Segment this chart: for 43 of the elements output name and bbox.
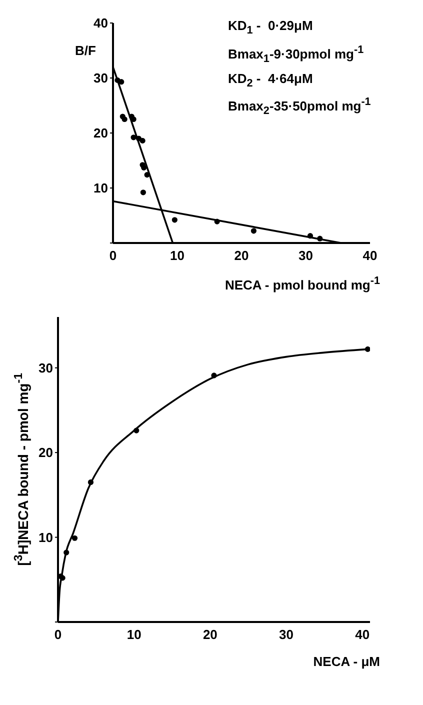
point: [214, 218, 220, 224]
x-tick-label: 40: [362, 248, 378, 264]
point: [250, 228, 257, 234]
x-tick-label: 20: [202, 627, 218, 642]
point: [134, 428, 140, 434]
annotation: KD$_{1}$ - 0·29μM: [228, 17, 314, 39]
y-tick-label: 10: [94, 180, 108, 196]
point: [88, 479, 94, 486]
x-tick-label: 0: [54, 627, 62, 642]
annotation: KD$_{2}$ - 4·64μM: [228, 70, 314, 92]
x-tick-label: 10: [170, 248, 184, 264]
x-axis-title: NECA - μM: [313, 654, 380, 669]
y-tick-label: 30: [38, 360, 53, 376]
y-axis-title: B/F: [75, 43, 96, 58]
point: [140, 138, 146, 144]
point: [307, 233, 314, 239]
point: [172, 217, 178, 223]
point: [72, 535, 78, 541]
x-tick-label: 30: [298, 248, 313, 264]
x-axis-title: NECA - pmol bound mg$^{-1}$: [224, 275, 380, 292]
y-tick-label: 10: [38, 530, 53, 545]
x-tick-label: 30: [279, 627, 294, 642]
point: [136, 136, 142, 142]
y-tick-label: 20: [38, 445, 53, 460]
y-tick-label: 40: [94, 16, 108, 31]
annotation: Bmax$_{2}$-35·50pmol mg$^{-1}$: [228, 95, 371, 120]
y-tick-label: 20: [94, 126, 108, 141]
x-tick-label: 10: [126, 627, 142, 642]
y-tick-label: 30: [94, 70, 108, 86]
point: [118, 79, 124, 85]
x-tick-label: 20: [234, 248, 249, 264]
point: [211, 372, 217, 378]
x-tick-label: 0: [109, 248, 117, 264]
x-tick-label: 40: [355, 627, 370, 642]
point: [364, 346, 370, 352]
annotation: Bmax$_{1}$-9·30pmol mg$^{-1}$: [228, 42, 365, 67]
point: [317, 236, 323, 242]
point: [64, 550, 70, 556]
point: [140, 190, 146, 196]
point: [130, 134, 136, 140]
point: [141, 164, 147, 170]
point: [122, 116, 128, 122]
point: [144, 172, 150, 178]
